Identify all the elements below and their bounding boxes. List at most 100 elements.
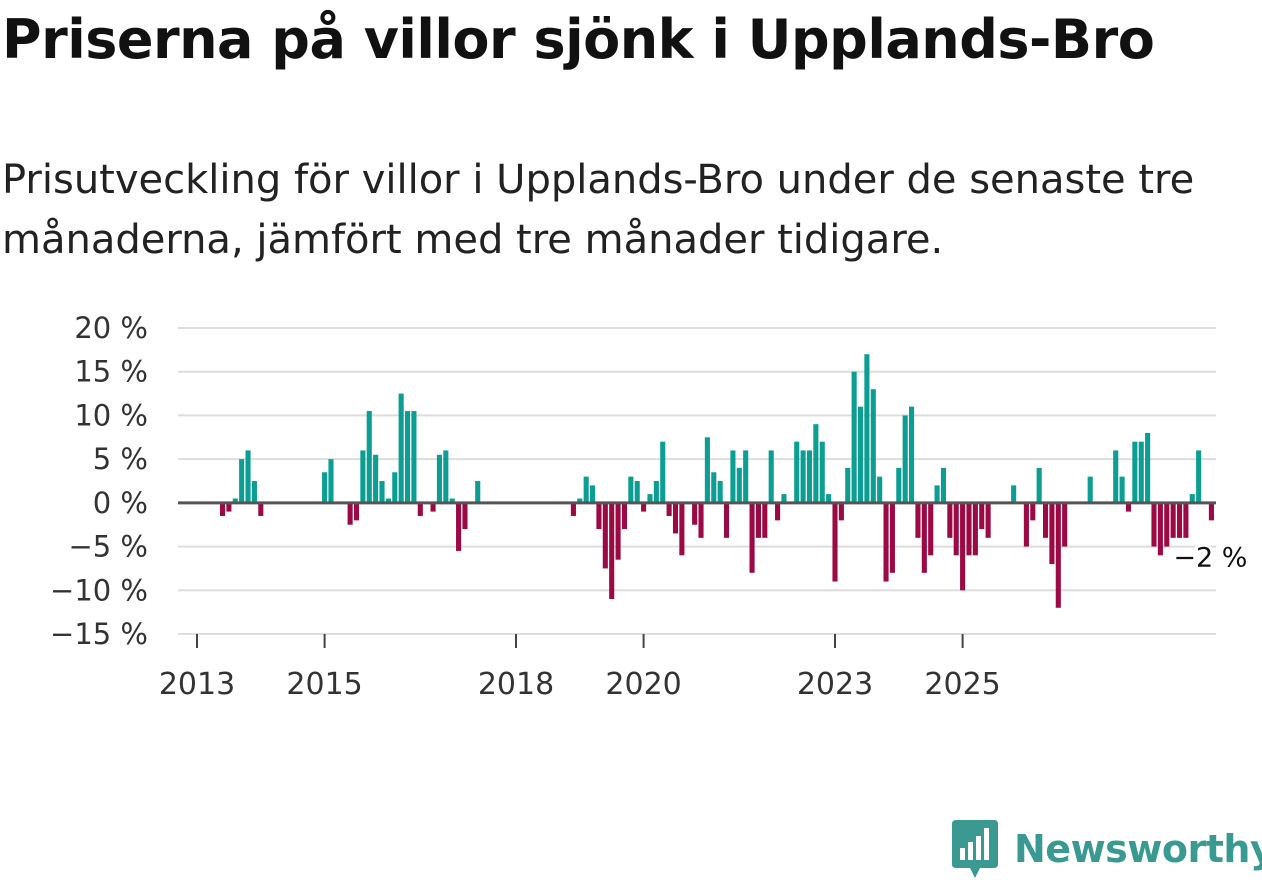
bar [966,502,972,556]
bar [245,450,251,503]
bar [449,498,455,503]
bar [602,502,608,569]
bar [1042,502,1049,538]
bar [590,485,596,503]
bar [870,389,876,503]
bar [385,498,391,503]
bar [781,494,787,503]
bar [704,437,710,503]
bar [417,502,423,516]
bar [902,415,908,503]
bars [219,354,1214,608]
bar [749,502,755,573]
bar [1196,450,1202,503]
bar [436,454,442,503]
bar [915,502,921,538]
newsworthy-logo-icon [952,820,998,878]
newsworthy-logo-text: Newsworthy [1014,827,1262,871]
bar [1087,476,1093,503]
bar [1157,502,1163,556]
x-tick-label: 2020 [605,667,681,700]
x-tick-label: 2023 [797,667,873,700]
bar [755,502,761,538]
bar [972,502,978,556]
bar [226,502,232,512]
bar [596,502,602,530]
gridlines [178,327,1216,635]
bar [258,502,264,516]
bar [411,411,417,503]
bar [1183,502,1189,538]
bar [826,494,832,503]
bar [577,498,583,503]
bar [1125,502,1132,512]
bar [1062,502,1068,547]
bar [800,450,806,503]
bar [666,502,672,516]
bar [1132,441,1138,503]
bar [1176,502,1183,538]
bar [570,502,576,516]
bar [1189,494,1195,503]
bar [794,441,800,503]
bar [851,371,857,503]
bar [641,502,647,512]
bar [615,502,621,560]
bar [456,502,462,551]
bar [379,481,385,503]
bar [953,502,959,556]
bar [1145,432,1151,503]
bar [430,502,436,512]
bar [845,467,851,503]
bar [1030,502,1036,521]
bar [1119,476,1125,503]
bar [1023,502,1029,547]
bar [404,411,411,503]
bar [322,472,328,503]
bar [775,502,781,521]
bar [877,476,883,503]
y-tick-label: −10 % [50,573,148,607]
bar [864,354,870,503]
y-axis: 20 % 15 % 10 % 5 % 0 % −5 % −10 % −15 % [50,311,148,651]
bar [475,481,481,503]
bar [889,502,895,573]
last-value-label: −2 % [1173,542,1247,573]
bar [634,481,640,503]
bar [583,476,589,503]
x-axis: 2013 2015 2018 2020 2023 2025 [159,634,1001,700]
bar [462,502,468,530]
bar [921,502,927,573]
bar [723,502,730,538]
bar [660,441,666,503]
bar [928,502,934,556]
x-tick-label: 2013 [159,667,235,700]
bar [1164,502,1170,547]
bar [1036,467,1042,503]
y-tick-label: 0 % [93,486,148,520]
bar [806,450,813,503]
bar [711,472,717,503]
y-tick-label: −15 % [50,617,148,651]
bar [1049,502,1055,565]
bar [219,502,226,516]
bar [692,502,698,525]
bar [768,450,774,503]
bar [883,502,889,582]
bar [1113,450,1119,503]
bar [621,502,628,530]
x-tick-label: 2015 [286,667,362,700]
bar [736,467,742,503]
bar [232,498,238,503]
bar [647,494,653,503]
bar [857,406,864,503]
bar [1055,502,1061,608]
bar [398,393,404,503]
bar [353,502,360,521]
bar [960,502,966,591]
y-tick-label: −5 % [68,530,148,564]
bar [730,450,736,503]
bar [360,450,366,503]
bar [653,481,659,503]
newsworthy-logo: Newsworthy [950,818,1262,880]
